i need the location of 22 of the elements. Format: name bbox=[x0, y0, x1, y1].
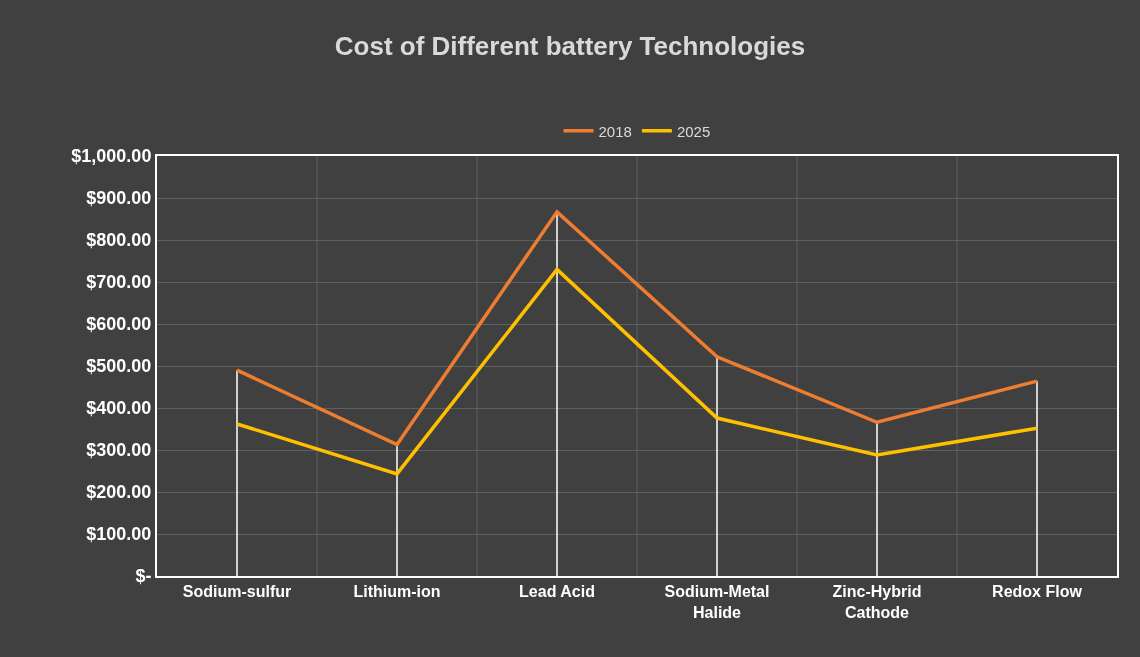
y-tick-label: $300.00 bbox=[86, 440, 152, 461]
x-tick-label: Sodium-Metal Halide bbox=[664, 583, 770, 621]
y-tick-label: $500.00 bbox=[86, 356, 152, 377]
x-tick-label: Lead Acid bbox=[519, 583, 595, 601]
x-tick-label: Zinc-Hybrid Cathode bbox=[832, 583, 922, 621]
x-tick-label: Sodium-sulfur bbox=[182, 583, 292, 601]
y-tick-label: $900.00 bbox=[86, 188, 152, 209]
x-tick-label: Redox Flow bbox=[992, 583, 1083, 601]
y-tick-label: $600.00 bbox=[86, 314, 152, 335]
y-tick-label: $1,000.00 bbox=[71, 146, 152, 167]
y-tick-label: $- bbox=[135, 566, 152, 587]
legend-label: 2025 bbox=[676, 122, 711, 140]
y-tick-label: $200.00 bbox=[86, 482, 152, 503]
y-tick-label: $100.00 bbox=[86, 524, 152, 545]
chart-title: Cost of Different battery Technologies bbox=[334, 31, 806, 62]
y-tick-label: $700.00 bbox=[86, 272, 152, 293]
line-series bbox=[235, 267, 1039, 476]
y-tick-label: $400.00 bbox=[86, 398, 152, 419]
x-tick-label: Lithium-ion bbox=[353, 583, 441, 601]
y-tick-label: $800.00 bbox=[86, 230, 152, 251]
line-series bbox=[235, 210, 1039, 447]
legend-label: 2018 bbox=[598, 122, 632, 140]
